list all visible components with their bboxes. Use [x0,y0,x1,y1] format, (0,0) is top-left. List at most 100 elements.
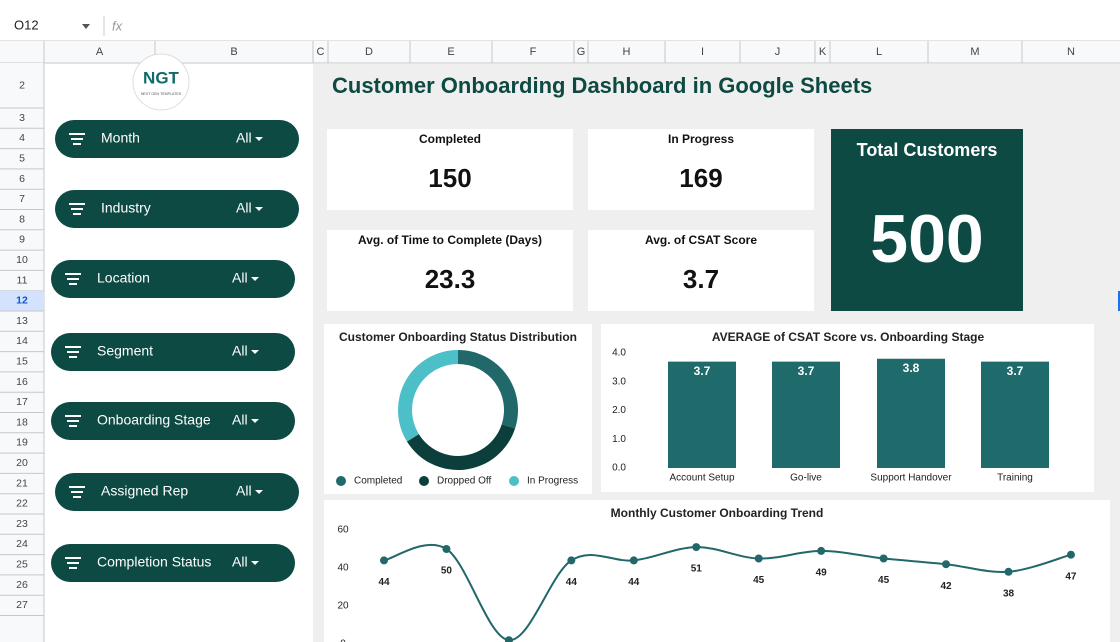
y-tick-label: 20 [337,601,349,612]
point-label: 49 [816,568,828,579]
row-header[interactable]: 8 [19,213,25,225]
legend-label: Completed [354,476,402,487]
point-label: 47 [1065,571,1077,582]
row-header[interactable]: 20 [16,457,28,469]
column-header[interactable]: C [317,46,325,58]
line-point [380,556,388,565]
chart-title: Customer Onboarding Status Distribution [339,330,577,344]
total-card [831,129,1023,311]
row-header[interactable]: 11 [17,274,28,286]
bar [668,361,736,468]
filter-pill[interactable] [55,120,299,158]
y-tick-label: 60 [337,525,349,536]
x-tick-label: Account Setup [669,473,734,484]
row-header[interactable]: 19 [16,437,28,449]
chart-card [324,500,1110,642]
row-header[interactable]: 21 [16,477,28,489]
legend-swatch [509,476,519,486]
row-header[interactable]: 9 [19,234,25,246]
bar-value-label: 3.8 [903,361,920,375]
y-tick-label: 4.0 [612,348,626,359]
y-tick-label: 3.0 [612,376,626,387]
x-tick-label: Go-live [790,473,822,484]
column-header[interactable]: B [230,46,237,58]
column-header[interactable]: L [876,46,882,58]
filter-value[interactable]: All [236,200,252,216]
y-tick-label: 1.0 [612,434,626,445]
row-header[interactable]: 27 [16,599,28,611]
column-header[interactable]: F [530,46,537,58]
bar-value-label: 3.7 [694,364,711,378]
filter-caret [251,350,259,354]
filter-value[interactable]: All [236,483,252,499]
filter-label[interactable]: Industry [101,200,151,216]
filter-label[interactable]: Onboarding Stage [97,412,211,428]
filter-pill[interactable] [51,260,295,298]
row-header[interactable]: 16 [16,376,28,388]
kpi-value: 3.7 [683,264,719,294]
row-header[interactable]: 7 [19,193,25,205]
column-header[interactable]: G [577,46,586,58]
filter-label[interactable]: Segment [97,343,153,359]
filter-caret [255,137,263,141]
point-label: 50 [441,566,453,577]
filter-value[interactable]: All [236,130,252,146]
filter-pill[interactable] [55,190,299,228]
column-header[interactable]: A [96,46,104,58]
filter-label[interactable]: Completion Status [97,554,211,570]
row-header[interactable]: 5 [19,153,25,165]
row-header[interactable]: 4 [19,132,25,144]
filter-label[interactable]: Month [101,130,140,146]
selected-row-header [0,290,44,311]
row-header-bar [0,63,44,642]
logo-title: NGT [143,68,180,87]
row-header[interactable]: 15 [16,356,28,368]
kpi-label: Avg. of CSAT Score [645,233,757,247]
column-header[interactable]: D [365,46,373,58]
filter-label[interactable]: Location [97,270,150,286]
row-header[interactable]: 24 [16,538,28,550]
row-header[interactable]: 26 [16,579,28,591]
row-header[interactable]: 22 [16,498,28,510]
row-header[interactable]: 12 [16,295,28,307]
row-header[interactable]: 3 [19,112,25,124]
filter-value[interactable]: All [232,554,248,570]
kpi-card [327,129,573,210]
column-header-bar [0,41,1120,63]
row-header[interactable]: 10 [16,254,28,266]
filter-value[interactable]: All [232,412,248,428]
filter-pill[interactable] [51,333,295,371]
row-header[interactable]: 23 [16,518,28,530]
column-header[interactable]: H [623,46,631,58]
row-header[interactable]: 2 [19,79,25,91]
point-label: 44 [628,577,640,588]
bar [981,361,1049,468]
column-header[interactable]: K [819,46,827,58]
name-box[interactable]: O12 [14,17,39,32]
filter-label[interactable]: Assigned Rep [101,483,188,499]
filter-value[interactable]: All [232,343,248,359]
row-header[interactable]: 14 [16,335,28,347]
row-header[interactable]: 13 [16,315,28,327]
filter-pill[interactable] [51,402,295,440]
row-header[interactable]: 6 [19,173,25,185]
column-header[interactable]: E [447,46,454,58]
y-tick-label: 2.0 [612,405,626,416]
row-header[interactable]: 18 [16,416,28,428]
filter-value[interactable]: All [232,270,248,286]
logo-subtitle: NEXT GEN TEMPLATES [141,92,182,96]
kpi-value: 169 [679,163,722,193]
column-header[interactable]: J [775,46,781,58]
column-header[interactable]: M [970,46,979,58]
filter-pill[interactable] [55,473,299,511]
name-box-arrow[interactable] [82,24,90,29]
column-header[interactable]: N [1067,46,1075,58]
kpi-value: 23.3 [425,264,476,294]
filter-pill[interactable] [51,544,295,582]
donut-slice [406,424,516,471]
column-header[interactable]: I [701,46,704,58]
legend-label: Dropped Off [437,476,492,487]
row-header[interactable]: 17 [16,396,28,408]
row-header[interactable]: 25 [16,559,28,571]
